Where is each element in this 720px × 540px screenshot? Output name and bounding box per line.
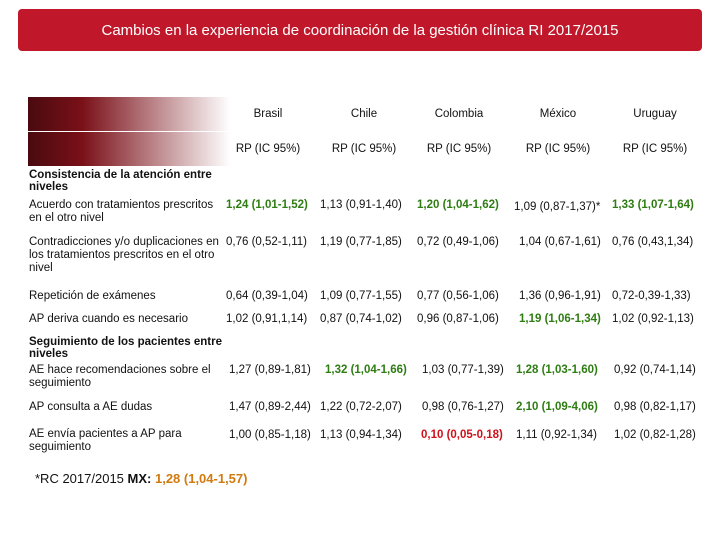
column-header-colombia: Colombia (434, 108, 484, 120)
footnote: *RC 2017/2015 MX: 1,28 (1,04-1,57) (35, 471, 247, 486)
table-cell: 0,87 (0,74-1,02) (320, 313, 402, 325)
table-cell: 1,09 (0,77-1,55) (320, 290, 402, 302)
table-cell: 1,22 (0,72-2,07) (320, 401, 402, 413)
column-header-uruguay: Uruguay (633, 108, 677, 120)
slide-title: Cambios en la experiencia de coordinació… (18, 9, 702, 51)
table-cell: 0,98 (0,76-1,27) (422, 401, 504, 413)
table-cell: 0,10 (0,05-0,18) (421, 429, 503, 441)
column-header-chile: Chile (350, 108, 378, 120)
table-cell: 1,20 (1,04-1,62) (417, 199, 499, 211)
table-cell: 0,72-0,39-1,33) (612, 290, 691, 302)
row-label: AP consulta a AE dudas (29, 401, 153, 413)
section-title-followup: Seguimiento de los pacientes entre nivel… (29, 336, 222, 360)
subheader-band (28, 132, 702, 166)
table-cell: 1,09 (0,87-1,37)* (514, 201, 601, 213)
table-cell: 0,92 (0,74-1,14) (614, 364, 696, 376)
footnote-value: 1,28 (1,04-1,57) (151, 471, 248, 486)
table-cell: 1,13 (0,91-1,40) (320, 199, 402, 211)
table-cell: 1,00 (0,85-1,18) (229, 429, 311, 441)
row-label: Acuerdo con tratamientos prescritos en e… (29, 199, 214, 224)
row-label: Contradicciones y/o duplicaciones en los… (29, 236, 219, 274)
table-cell: 1,02 (0,82-1,28) (614, 429, 696, 441)
table-cell: 2,10 (1,09-4,06) (516, 401, 598, 413)
footnote-prefix: *RC 2017/2015 (35, 471, 128, 486)
table-cell: 1,03 (0,77-1,39) (422, 364, 504, 376)
row-label: AE hace recomendaciones sobre el seguimi… (29, 364, 211, 389)
table-cell: 1,24 (1,01-1,52) (226, 199, 308, 211)
section-title-consistency: Consistencia de la atención entre nivele… (29, 169, 212, 193)
subheader-brasil: RP (IC 95%) (235, 143, 301, 155)
table-cell: 1,02 (0,91,1,14) (226, 313, 308, 325)
table-cell: 0,96 (0,87-1,06) (417, 313, 499, 325)
table-cell: 0,72 (0,49-1,06) (417, 236, 499, 248)
table-cell: 1,19 (0,77-1,85) (320, 236, 402, 248)
footnote-key: MX: (127, 471, 152, 486)
subheader-uruguay: RP (IC 95%) (622, 143, 688, 155)
row-label: AE envía pacientes a AP para seguimiento (29, 428, 182, 453)
table-cell: 0,64 (0,39-1,04) (226, 290, 308, 302)
table-cell: 1,02 (0,92-1,13) (612, 313, 694, 325)
table-cell: 1,47 (0,89-2,44) (229, 401, 311, 413)
table-cell: 1,36 (0,96-1,91) (519, 290, 601, 302)
slide-title-text: Cambios en la experiencia de coordinació… (101, 21, 619, 39)
table-cell: 1,32 (1,04-1,66) (325, 364, 407, 376)
subheader-colombia: RP (IC 95%) (426, 143, 492, 155)
table-cell: 0,76 (0,43,1,34) (612, 236, 694, 248)
table-cell: 1,33 (1,07-1,64) (612, 199, 694, 211)
subheader-chile: RP (IC 95%) (331, 143, 397, 155)
table-cell: 1,13 (0,94-1,34) (320, 429, 402, 441)
table-cell: 0,77 (0,56-1,06) (417, 290, 499, 302)
subheader-mexico: RP (IC 95%) (525, 143, 591, 155)
table-cell: 1,27 (0,89-1,81) (229, 364, 311, 376)
column-header-band (28, 97, 702, 131)
table-cell: 1,28 (1,03-1,60) (516, 364, 598, 376)
table-cell: 1,11 (0,92-1,34) (516, 429, 597, 441)
table-cell: 1,04 (0,67-1,61) (519, 236, 601, 248)
column-header-mexico: México (539, 108, 577, 120)
table-cell: 0,98 (0,82-1,17) (614, 401, 696, 413)
table-cell: 1,19 (1,06-1,34) (519, 313, 601, 325)
row-label: AP deriva cuando es necesario (29, 313, 188, 325)
column-header-brasil: Brasil (253, 108, 283, 120)
row-label: Repetición de exámenes (29, 290, 156, 302)
table-cell: 0,76 (0,52-1,11) (226, 236, 307, 248)
